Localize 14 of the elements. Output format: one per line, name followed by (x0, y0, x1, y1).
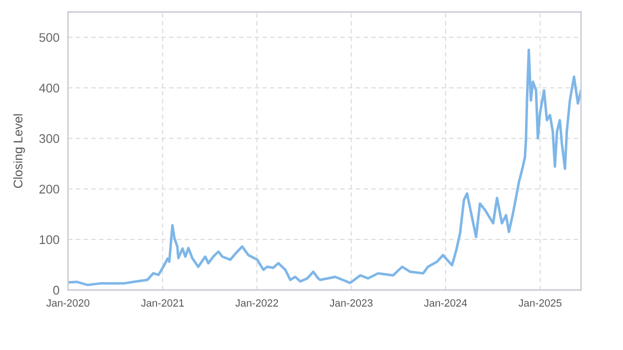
y-tick-label: 400 (39, 84, 60, 92)
y-axis-title: Closing Level (13, 114, 25, 188)
y-tick-label: 100 (40, 235, 60, 244)
y-tick-label: 200 (39, 184, 60, 194)
y-tick-label: 0 (53, 286, 60, 295)
line-series (68, 48, 581, 286)
y-tick-label: 300 (39, 134, 60, 144)
x-tick-label: Jan-2021 (141, 299, 184, 307)
x-tick-label: Jan-2025 (518, 299, 562, 307)
x-tick-label: Jan-2020 (46, 299, 90, 307)
x-tick-label: Jan-2023 (330, 299, 373, 307)
x-tick-label: Jan-2022 (235, 299, 278, 307)
x-tick-label: Jan-2024 (424, 299, 467, 307)
y-tick-label: 500 (39, 33, 60, 42)
